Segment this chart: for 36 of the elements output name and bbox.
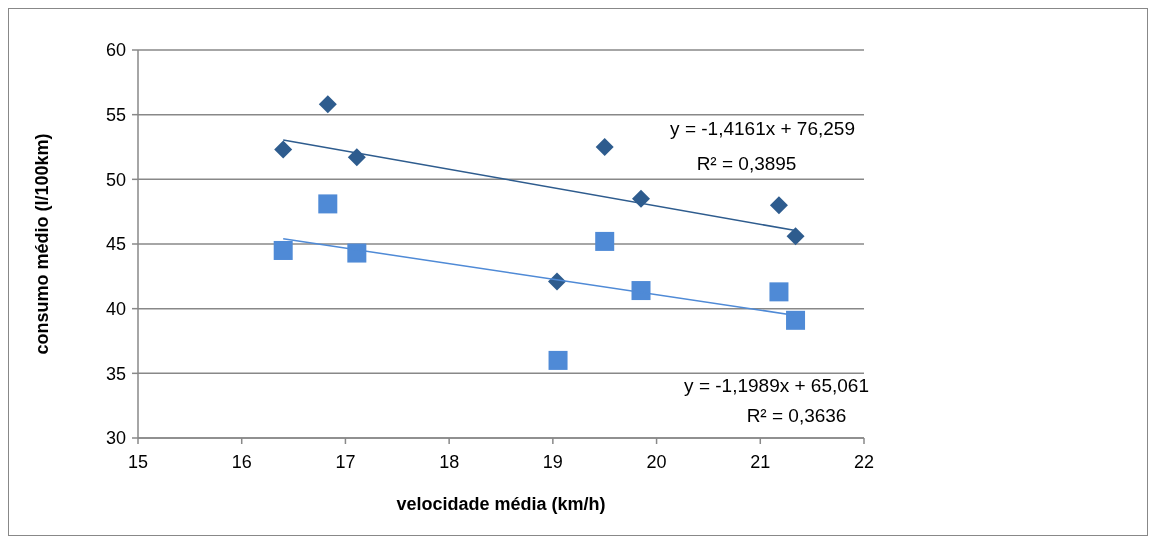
point — [595, 138, 614, 156]
y-tick-label: 45 — [105, 234, 126, 255]
point — [631, 281, 651, 301]
y-tick-label: 55 — [105, 104, 126, 125]
point — [786, 310, 806, 330]
y-tick-label: 35 — [105, 363, 126, 384]
point — [632, 189, 651, 208]
y-axis-title: consumo médio (l/100km) — [32, 133, 52, 355]
point — [769, 196, 788, 215]
annotation: y = -1,1989x + 65,061 — [684, 375, 869, 397]
y-tick-label: 30 — [105, 428, 126, 449]
x-tick-label: 18 — [439, 452, 460, 472]
x-tick-label: 16 — [231, 452, 252, 472]
point — [273, 240, 293, 260]
x-tick-label: 17 — [335, 452, 356, 472]
point — [274, 140, 293, 159]
point — [318, 95, 337, 114]
x-tick-label: 20 — [646, 452, 667, 472]
x-tick-label: 21 — [750, 452, 771, 472]
point — [347, 243, 367, 263]
point — [318, 194, 338, 214]
y-tick-label: 40 — [105, 298, 126, 319]
annotation: y = -1,4161x + 76,259 — [670, 118, 855, 140]
x-tick-label: 15 — [127, 452, 149, 472]
x-tick-label: 22 — [853, 452, 875, 472]
y-tick-label: 60 — [105, 40, 126, 61]
point — [769, 282, 789, 302]
point — [595, 231, 615, 251]
y-tick-label: 50 — [105, 169, 126, 190]
annotation: R² = 0,3895 — [696, 153, 797, 175]
x-tick-label: 19 — [542, 452, 563, 472]
point — [347, 148, 366, 167]
point — [786, 227, 805, 246]
point — [548, 350, 568, 370]
annotation: R² = 0,3636 — [746, 405, 847, 427]
x-axis-title: velocidade média (km/h) — [396, 494, 606, 514]
